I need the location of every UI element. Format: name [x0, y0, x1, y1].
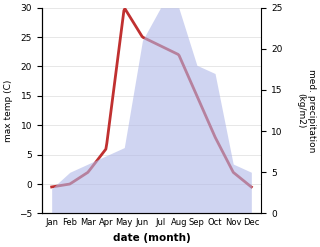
Y-axis label: max temp (C): max temp (C): [4, 79, 13, 142]
X-axis label: date (month): date (month): [113, 233, 190, 243]
Y-axis label: med. precipitation
(kg/m2): med. precipitation (kg/m2): [296, 69, 316, 152]
